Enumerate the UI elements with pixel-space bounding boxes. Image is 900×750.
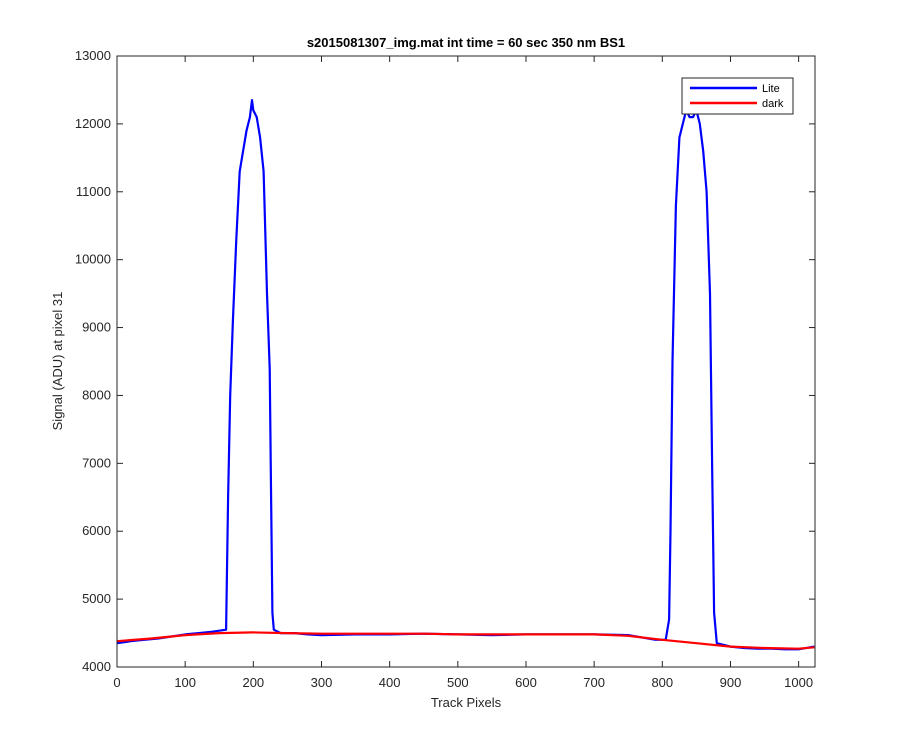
y-tick-label: 8000 <box>82 387 111 402</box>
legend: Lite dark <box>681 77 794 115</box>
y-axis-label: Signal (ADU) at pixel 31 <box>50 292 65 431</box>
x-tick-label: 0 <box>113 675 120 690</box>
legend-label-lite: Lite <box>762 83 780 95</box>
plot-area <box>117 56 815 667</box>
x-tick-label: 900 <box>720 675 742 690</box>
legend-label-dark: dark <box>762 98 784 110</box>
x-tick-label: 500 <box>447 675 469 690</box>
y-tick-label: 5000 <box>82 591 111 606</box>
y-tick-label: 9000 <box>82 320 111 335</box>
x-tick-label: 400 <box>379 675 401 690</box>
y-tick-label: 10000 <box>75 252 111 267</box>
y-tick-label: 11000 <box>76 184 111 199</box>
x-tick-label: 700 <box>583 675 605 690</box>
y-tick-label: 6000 <box>82 523 111 538</box>
y-tick-label: 12000 <box>75 116 111 131</box>
x-axis-label: Track Pixels <box>431 695 502 710</box>
x-tick-label: 1000 <box>784 675 813 690</box>
x-tick-label: 800 <box>651 675 673 690</box>
plot-frame <box>116 55 816 668</box>
legend-box <box>681 77 794 115</box>
x-tick-label: 100 <box>174 675 196 690</box>
series-line-dark <box>116 631 815 650</box>
chart-title: s2015081307_img.mat int time = 60 sec 35… <box>307 35 625 50</box>
x-tick-label: 300 <box>311 675 333 690</box>
series-layer <box>116 99 815 651</box>
y-tick-label: 7000 <box>82 455 111 470</box>
y-tick-label: 4000 <box>82 659 111 674</box>
axis-ticks: 0 100 200 300 400 500 600 700 800 900 1000 4000 5000… <box>75 48 815 690</box>
x-tick-label: 200 <box>242 675 264 690</box>
x-tick-label: 600 <box>515 675 537 690</box>
y-tick-label: 13000 <box>75 48 111 63</box>
